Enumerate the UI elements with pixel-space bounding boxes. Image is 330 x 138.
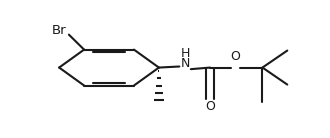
Text: O: O bbox=[231, 50, 241, 63]
Text: N: N bbox=[181, 57, 190, 70]
Text: Br: Br bbox=[51, 24, 66, 37]
Text: H: H bbox=[181, 47, 190, 60]
Text: O: O bbox=[205, 100, 215, 113]
